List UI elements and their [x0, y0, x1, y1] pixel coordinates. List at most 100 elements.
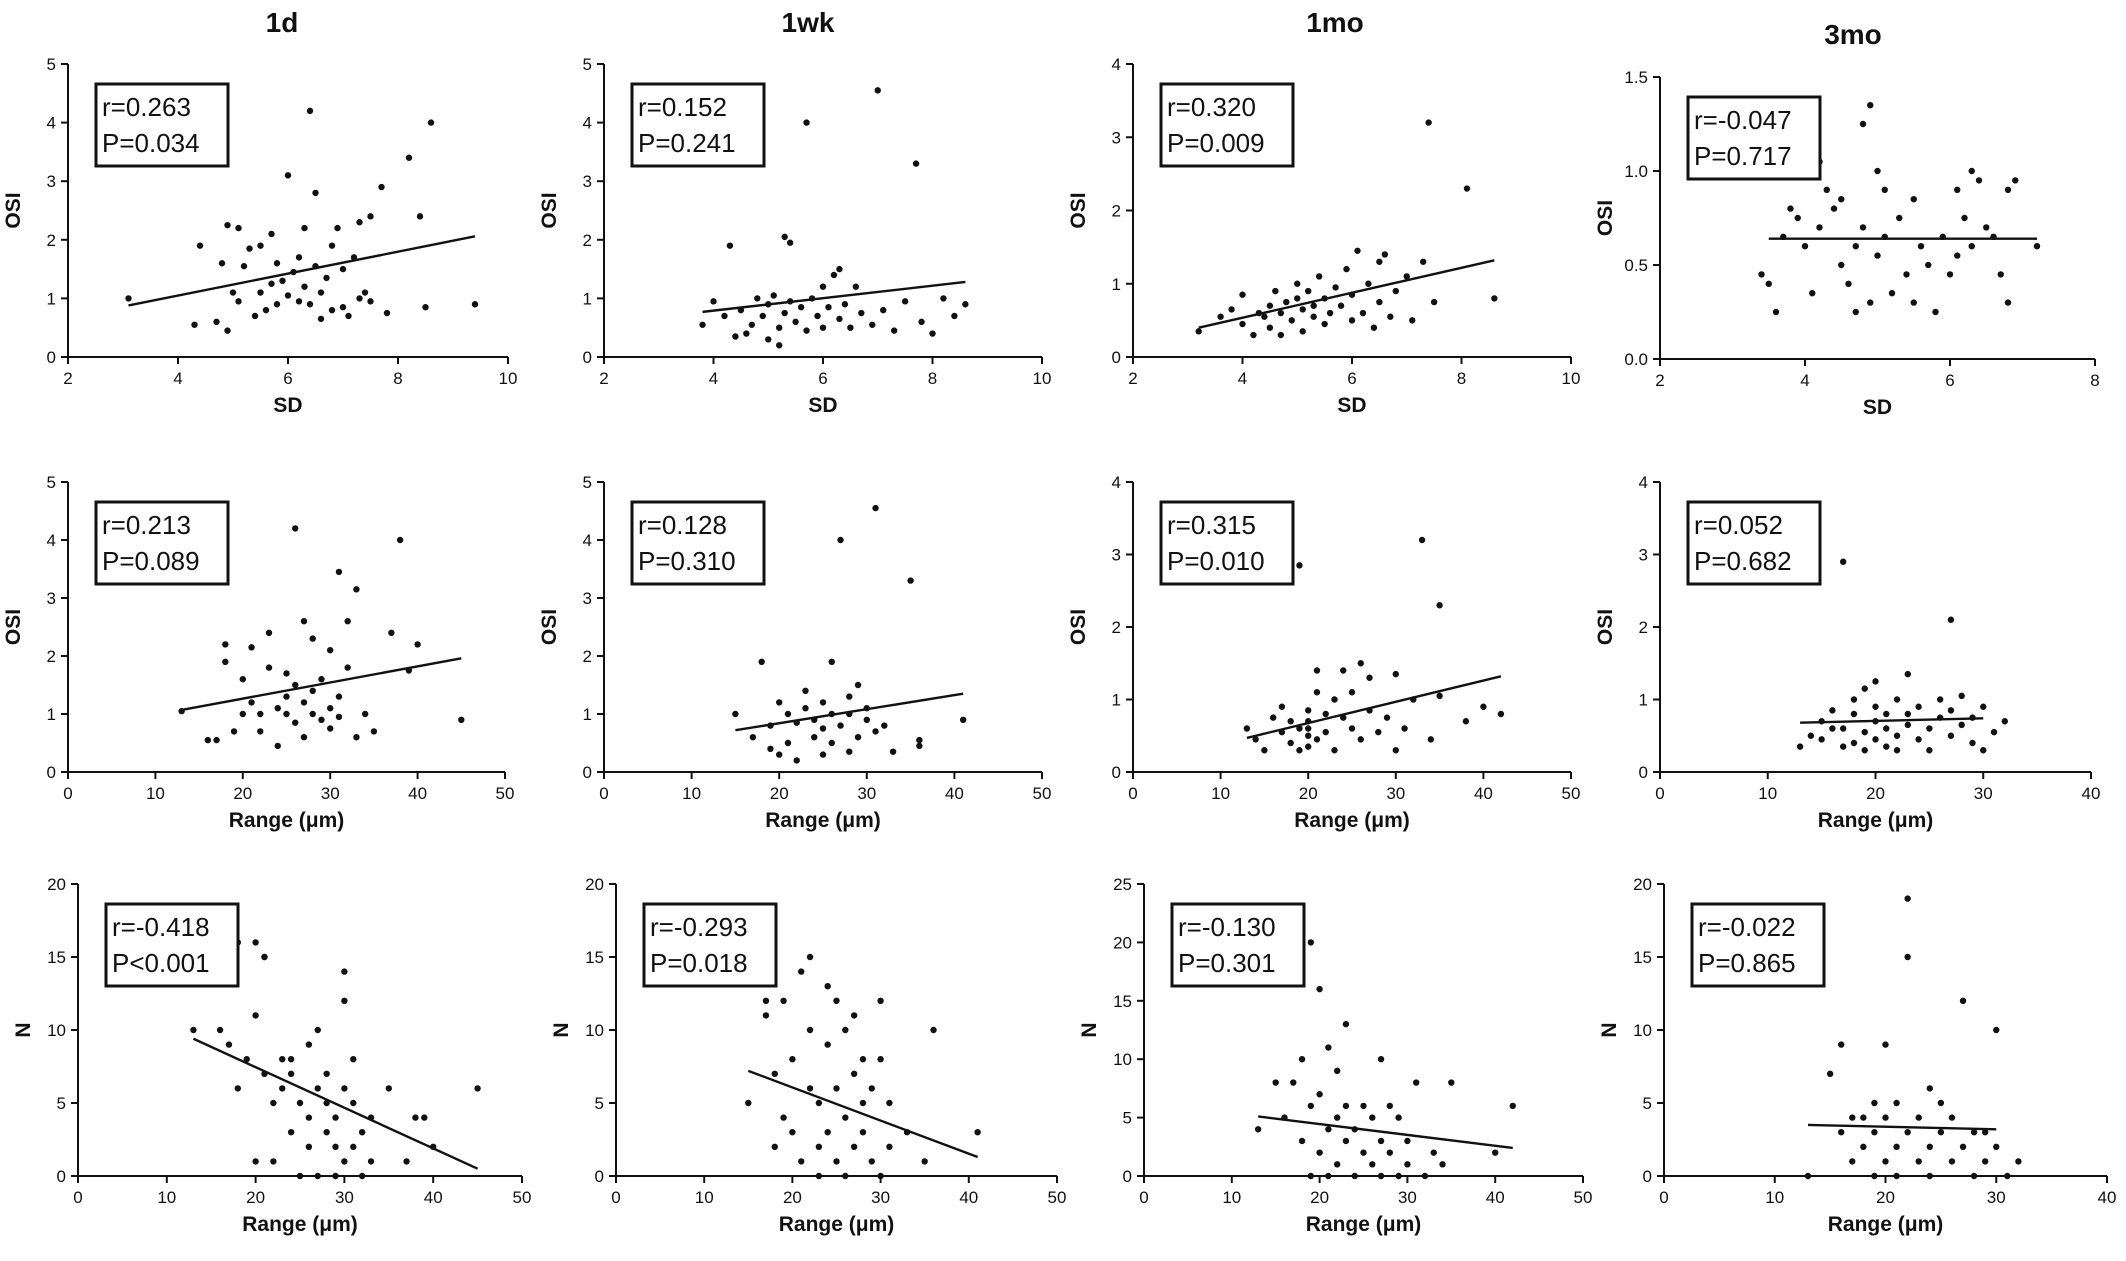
data-point: [1296, 725, 1303, 732]
data-point: [287, 1070, 295, 1078]
data-point: [721, 312, 728, 320]
data-point: [284, 172, 292, 179]
data-point: [1829, 725, 1836, 732]
data-point: [1299, 328, 1306, 335]
regression-line: [735, 692, 964, 732]
data-point: [1386, 1102, 1394, 1110]
data-point: [770, 292, 777, 299]
data-point: [940, 295, 947, 302]
x-tick-label: 8: [928, 369, 937, 388]
data-point: [385, 1085, 392, 1092]
data-point: [836, 315, 843, 323]
data-point: [1375, 728, 1382, 736]
stat-box-frame: [1159, 82, 1295, 168]
stat-box: r=0.315 P=0.010: [1159, 500, 1295, 586]
data-point: [1959, 1143, 1967, 1151]
correlation-r: r=0.213: [102, 510, 191, 540]
data-point: [1849, 1114, 1856, 1121]
correlation-r: r=0.052: [1694, 510, 1783, 540]
data-point: [344, 664, 351, 671]
x-tick-label: 50: [513, 1188, 532, 1207]
data-point: [1872, 703, 1879, 710]
data-point: [1348, 689, 1356, 696]
correlation-r: r=-0.130: [1178, 912, 1276, 942]
data-point: [1360, 1149, 1367, 1156]
data-point: [806, 1085, 814, 1092]
data-point: [1283, 298, 1290, 306]
correlation-r: r=-0.047: [1694, 105, 1792, 135]
data-point: [370, 728, 378, 735]
x-tick-label: 30: [1974, 784, 1993, 803]
data-point: [353, 586, 360, 593]
data-point: [833, 1158, 840, 1165]
data-point: [1993, 1143, 2000, 1151]
data-point: [859, 1056, 867, 1063]
stat-box: r=-0.130 P=0.301: [1170, 902, 1306, 988]
data-point: [1904, 953, 1911, 961]
data-point: [1448, 1079, 1455, 1086]
y-tick-label: 4: [1639, 473, 1648, 492]
data-point: [230, 728, 238, 735]
data-point: [334, 224, 341, 232]
data-point: [318, 676, 325, 683]
y-tick-label: 20: [47, 875, 66, 894]
x-tick-label: 2: [1655, 371, 1664, 390]
data-point: [1937, 1099, 1945, 1107]
scatter-panel-12: 0 10 20 30 40 0 5 10 15 20 Range (μm) Nr=-0.022 P=0.…: [1598, 875, 2116, 1236]
x-axis-label: Range (μm): [242, 1213, 358, 1236]
regression-line: [1198, 259, 1495, 329]
data-point: [1765, 280, 1772, 287]
data-point: [305, 1143, 313, 1151]
data-point: [1860, 1114, 1867, 1121]
x-tick-label: 6: [283, 369, 292, 388]
data-point: [323, 274, 330, 282]
stat-box: r=-0.022 P=0.865: [1690, 902, 1826, 988]
data-point: [295, 298, 303, 305]
data-point: [350, 1056, 357, 1063]
data-point: [361, 710, 369, 718]
data-point: [292, 525, 299, 532]
y-axis-label: OSI: [2, 609, 25, 645]
data-point: [901, 298, 909, 305]
data-point: [1366, 674, 1373, 681]
data-point: [1322, 728, 1329, 736]
data-point: [859, 1129, 867, 1136]
p-value: P=0.010: [1167, 546, 1265, 576]
data-point: [710, 298, 717, 305]
data-point: [213, 736, 220, 744]
data-point: [1936, 696, 1944, 703]
data-point: [218, 260, 226, 267]
x-tick-label: 30: [871, 1188, 890, 1207]
data-point: [1932, 308, 1939, 316]
data-point: [889, 748, 897, 755]
data-point: [251, 312, 259, 320]
data-point: [239, 710, 246, 718]
data-point: [287, 1056, 295, 1063]
data-point: [1910, 196, 1917, 203]
data-point: [824, 1129, 831, 1136]
data-point: [1758, 271, 1765, 278]
y-tick-label: 20: [1113, 933, 1132, 952]
data-point: [1893, 732, 1901, 739]
data-point: [806, 1026, 814, 1034]
data-point: [858, 309, 865, 317]
data-point: [222, 658, 229, 665]
data-point: [239, 676, 246, 683]
data-point: [745, 1099, 752, 1107]
data-point: [1904, 1129, 1911, 1136]
data-point: [396, 536, 404, 544]
data-point: [1968, 243, 1975, 250]
data-point: [240, 262, 248, 270]
data-point: [1305, 725, 1312, 732]
data-point: [1290, 1079, 1297, 1086]
data-point: [1439, 1161, 1446, 1168]
data-point: [335, 713, 343, 721]
y-tick-label: 1: [1639, 691, 1648, 710]
data-point: [273, 301, 281, 308]
data-point: [1307, 1102, 1315, 1110]
x-tick-label: 50: [1033, 784, 1052, 803]
x-tick-label: 30: [1386, 784, 1405, 803]
scatter-panel-10: 0 10 20 30 40 50 0 5 10 15 20 Range (μm) Nr=-0.293 P=…: [550, 875, 1066, 1236]
data-point: [819, 751, 827, 758]
data-point: [912, 160, 920, 167]
